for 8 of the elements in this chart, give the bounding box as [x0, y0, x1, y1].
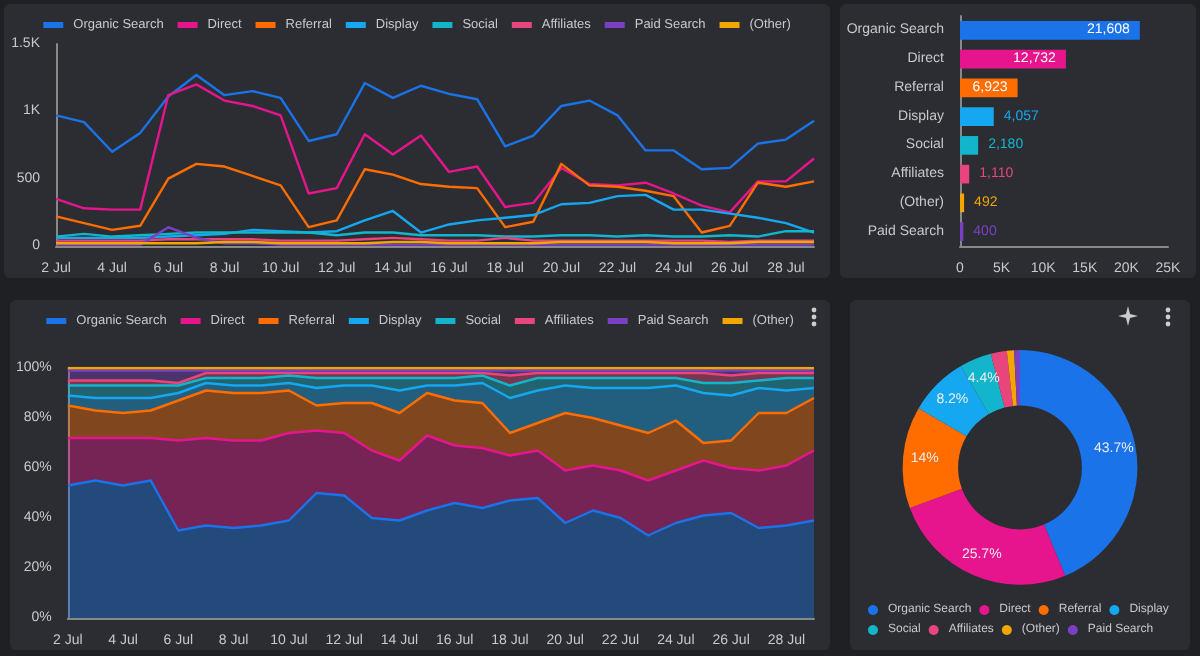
line-series	[54, 73, 816, 171]
line-series	[54, 193, 816, 240]
bar	[960, 21, 1140, 40]
line-series	[54, 83, 816, 214]
line-series	[54, 162, 816, 234]
bar	[960, 136, 979, 155]
bar	[960, 107, 994, 126]
bar	[960, 164, 970, 184]
